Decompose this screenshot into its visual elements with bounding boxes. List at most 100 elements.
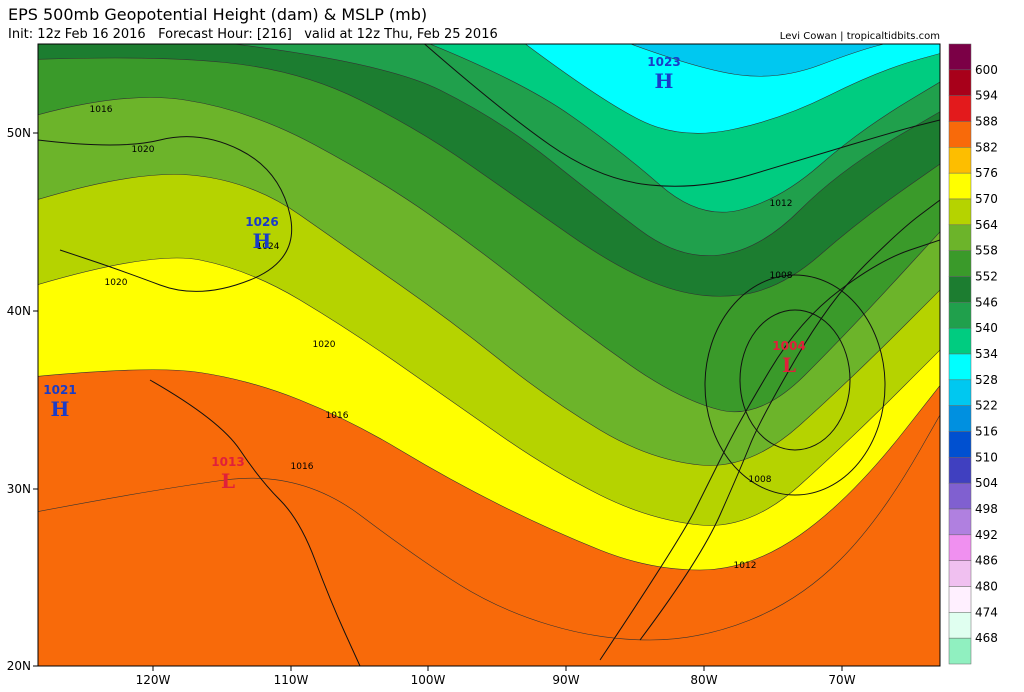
colorbar-box (948, 69, 972, 96)
colorbar-label: 468 (975, 631, 998, 645)
isobar-label: 1020 (313, 340, 336, 350)
colorbar-label: 582 (975, 140, 998, 154)
lat-label: 30N (7, 482, 31, 496)
isobar (149, 379, 361, 666)
isobar-label: 1012 (734, 561, 757, 571)
colorbar-box (948, 560, 972, 587)
colorbar-label: 564 (975, 218, 998, 232)
height-contour (38, 414, 940, 641)
center-letter: H (655, 69, 674, 93)
colorbar-label: 510 (975, 450, 998, 464)
isobar-label: 1016 (326, 411, 349, 421)
colorbar-label: 498 (975, 502, 998, 516)
height-bands (38, 44, 940, 666)
colorbar-box (948, 121, 972, 148)
title: EPS 500mb Geopotential Height (dam) & MS… (8, 5, 427, 24)
colorbar-box (948, 431, 972, 458)
colorbar-label: 492 (975, 528, 998, 542)
isobar (38, 136, 293, 292)
colorbar-label: 480 (975, 580, 998, 594)
isobar (739, 309, 851, 451)
lon-label: 110W (274, 673, 309, 687)
colorbar-box (948, 95, 972, 122)
isobar-label: 1024 (257, 242, 280, 252)
center-value: 1004 (772, 339, 805, 353)
colorbar-label: 504 (975, 476, 998, 490)
colorbar-label: 552 (975, 270, 998, 284)
band (630, 44, 884, 77)
colorbar-box (948, 482, 972, 510)
colorbar-label: 558 (975, 244, 998, 258)
center-letter: L (782, 353, 796, 377)
colorbar-label: 570 (975, 192, 998, 206)
isobar (639, 199, 940, 641)
isobar-label: 1016 (291, 462, 314, 472)
lon-label: 80W (690, 673, 717, 687)
height-contour (429, 44, 940, 213)
colorbar-box (948, 508, 972, 536)
colorbar-label: 540 (975, 321, 998, 335)
lon-label: 120W (136, 673, 171, 687)
colorbar-label: 486 (975, 554, 998, 568)
lon-label: 90W (552, 673, 579, 687)
colorbar-label: 588 (975, 115, 998, 129)
colorbar-label: 534 (975, 347, 998, 361)
colorbar-box (948, 612, 972, 639)
isobar-label: 1012 (770, 199, 793, 209)
colorbar-box (948, 457, 972, 484)
colorbar-label: 594 (975, 89, 998, 103)
colorbar-box (948, 637, 972, 665)
colorbar-box (948, 276, 972, 303)
colorbar-label: 600 (975, 63, 998, 77)
colorbar-label: 516 (975, 425, 998, 439)
colorbar-box (948, 250, 972, 277)
center-value: 1013 (211, 455, 244, 469)
credit: Levi Cowan | tropicaltidbits.com (780, 31, 940, 42)
height-contour (38, 369, 940, 571)
colorbar-label: 474 (975, 605, 998, 619)
lon-label: 70W (828, 673, 855, 687)
map-frame (37, 43, 941, 667)
colorbar-box (948, 43, 972, 71)
colorbar-box (948, 224, 972, 251)
center-value: 1021 (43, 383, 76, 397)
lat-label: 40N (7, 304, 31, 318)
colorbar-box (948, 302, 972, 329)
colorbar-label: 528 (975, 373, 998, 387)
center-value: 1023 (647, 55, 680, 69)
colorbar-label: 546 (975, 295, 998, 309)
isobar (599, 239, 940, 661)
colorbar-box (948, 405, 972, 432)
colorbar-box (948, 147, 972, 174)
lat-label: 50N (7, 126, 31, 140)
height-contour (629, 44, 886, 77)
colorbar-box (948, 379, 972, 406)
isobar-label: 1008 (749, 475, 772, 485)
isobars (38, 44, 940, 666)
colorbar-label: 576 (975, 166, 998, 180)
center-letter: L (221, 469, 235, 493)
colorbar-box (948, 534, 972, 561)
isobar (423, 44, 940, 187)
height-contour (38, 174, 940, 466)
height-contour (524, 44, 940, 134)
subtitle: Init: 12z Feb 16 2016 Forecast Hour: [21… (8, 27, 498, 42)
center-letter: H (51, 397, 70, 421)
isobar-label: 1020 (105, 278, 128, 288)
lon-label: 100W (411, 673, 446, 687)
colorbar-box (948, 353, 972, 381)
band (525, 44, 940, 134)
center-letter: H (253, 229, 272, 253)
height-contour (38, 257, 940, 526)
lat-label: 20N (7, 659, 31, 673)
colorbar-box (948, 198, 972, 226)
isobar-label: 1016 (90, 105, 113, 115)
height-contour (38, 97, 940, 413)
isobar-label: 1008 (770, 271, 793, 281)
isobar-label: 1020 (132, 145, 155, 155)
height-contour (231, 44, 940, 256)
colorbar-box (948, 327, 972, 355)
colorbar-label: 522 (975, 399, 998, 413)
isobar (704, 274, 886, 496)
